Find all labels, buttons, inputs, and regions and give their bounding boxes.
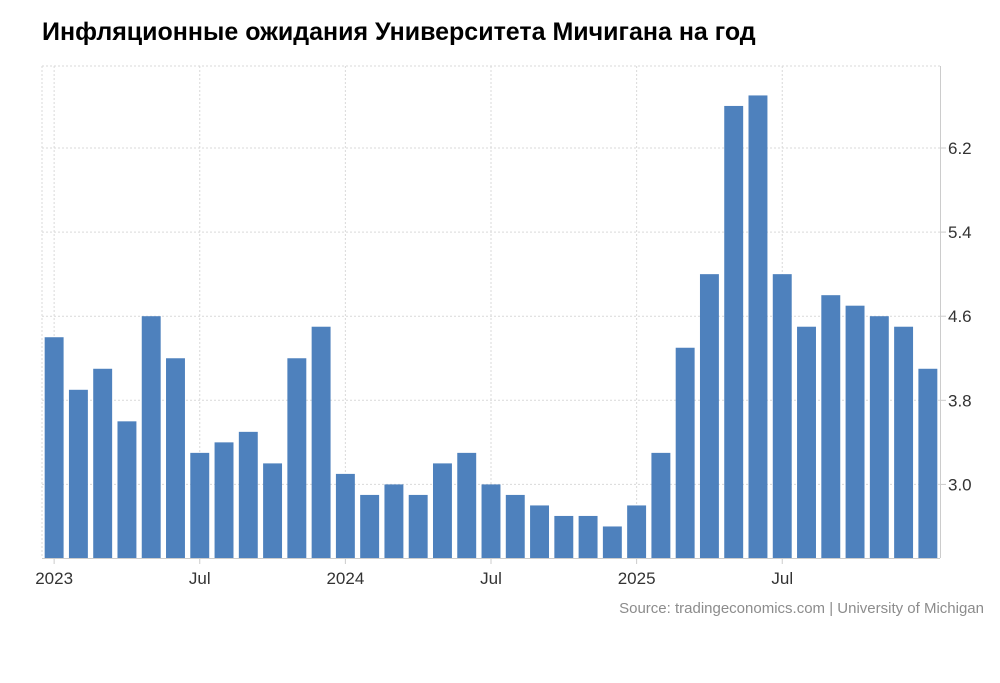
bar-2025-05 xyxy=(724,105,744,558)
bar-2024-11 xyxy=(578,515,598,558)
bar-2025-03 xyxy=(675,347,695,558)
x-tick-label: 2023 xyxy=(35,569,73,588)
bar-2023-03 xyxy=(93,368,113,558)
bar-2024-07 xyxy=(481,484,501,558)
bar-2025-11 xyxy=(869,316,889,558)
x-tick-label: 2024 xyxy=(326,569,364,588)
y-tick-label: 3.8 xyxy=(948,391,972,410)
bar-2025-02 xyxy=(651,452,671,558)
bar-2024-01 xyxy=(335,473,355,558)
bar-2023-01 xyxy=(44,337,64,558)
bar-2025-01 xyxy=(627,505,647,558)
x-tick-label: 2025 xyxy=(618,569,656,588)
source-note: Source: tradingeconomics.com | Universit… xyxy=(619,600,984,617)
bar-2023-02 xyxy=(68,389,88,558)
bar-2024-04 xyxy=(408,494,428,558)
bar-2024-05 xyxy=(432,463,452,558)
bar-2024-08 xyxy=(505,494,525,558)
bar-2025-12 xyxy=(894,326,914,558)
bar-2025-07 xyxy=(772,274,792,558)
bar-2024-10 xyxy=(554,515,574,558)
bar-2024-09 xyxy=(530,505,550,558)
bar-2023-07 xyxy=(190,452,210,558)
y-axis-ticks: 3.0 3.8 4.6 5.4 6.2 xyxy=(940,139,972,494)
bar-2024-02 xyxy=(360,494,380,558)
bar-2025-09 xyxy=(821,295,841,558)
chart-title: Инфляционные ожидания Университета Мичиг… xyxy=(42,18,756,46)
bar-2023-12 xyxy=(311,326,331,558)
x-tick-label: Jul xyxy=(480,569,502,588)
x-axis-ticks: 2023 Jul 2024 Jul 2025 Jul xyxy=(35,558,793,588)
y-tick-label: 5.4 xyxy=(948,223,972,242)
bar-2023-04 xyxy=(117,421,137,558)
bar-2023-06 xyxy=(166,358,185,558)
bar-2024-12 xyxy=(602,526,622,558)
bar-2025-10 xyxy=(845,305,865,558)
bar-2025-08 xyxy=(797,326,816,558)
bar-2023-10 xyxy=(263,463,283,558)
bar-2026-01 xyxy=(918,368,938,558)
bar-2023-11 xyxy=(287,358,307,558)
y-tick-label: 6.2 xyxy=(948,139,972,158)
bar-2023-09 xyxy=(238,431,258,558)
x-tick-label: Jul xyxy=(189,569,211,588)
bar-2025-06 xyxy=(748,95,768,558)
bar-2025-04 xyxy=(699,274,719,558)
y-tick-label: 3.0 xyxy=(948,475,972,494)
bars xyxy=(44,95,938,558)
bar-2024-06 xyxy=(457,452,477,558)
bar-2024-03 xyxy=(384,484,404,558)
bar-2023-08 xyxy=(214,442,234,558)
x-tick-label: Jul xyxy=(771,569,793,588)
y-tick-label: 4.6 xyxy=(948,307,972,326)
bar-2023-05 xyxy=(141,316,161,558)
